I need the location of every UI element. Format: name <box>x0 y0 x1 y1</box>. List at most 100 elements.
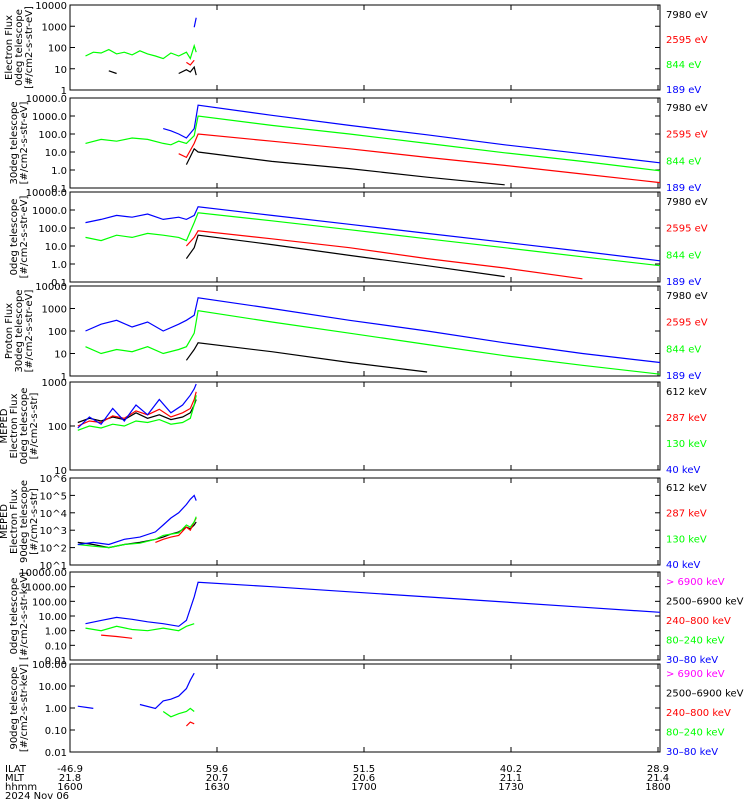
y-tick-label: 0.01 <box>45 656 67 667</box>
panel-7: 0.01 0.10 1.00 10.00 100.00 1000.00 10000.000d… <box>9 568 744 667</box>
series-line <box>178 133 661 184</box>
legend-label: 130 keV <box>666 534 707 545</box>
y-axis-label: [#/cm2-s-str] <box>29 392 40 459</box>
panel-4: 1 10 100 1000 10000 Proton Flux 30deg telescop… <box>4 282 708 383</box>
y-tick-label: 10 <box>54 350 67 361</box>
panel-6: 10^1 10^2 10^3 10^4 10^5 10^6 MEPED Electron Fl… <box>0 474 707 572</box>
x-tick-label: 1800 <box>645 782 670 793</box>
y-axis-label: Proton Flux <box>4 303 15 359</box>
series-line <box>85 43 197 61</box>
y-tick-label: 10^4 <box>40 509 67 520</box>
x-tick-label: 20.7 <box>206 773 228 784</box>
panel-3: 0.1 1.0 10.0 100.0 1000.0 10000.0 0deg telesco… <box>9 188 708 289</box>
y-axis-label: 30deg telescope <box>9 101 20 184</box>
y-tick-label: 1.00 <box>45 627 67 638</box>
legend-label: 2595 eV <box>666 35 708 46</box>
plot-frame <box>69 571 661 661</box>
legend-label: 612 keV <box>666 387 707 398</box>
legend-label: 30–80 keV <box>666 747 718 758</box>
y-tick-label: 100.0 <box>38 130 67 141</box>
y-tick-label: 0.10 <box>45 726 67 737</box>
y-tick-label: 100.0 <box>38 224 67 235</box>
legend-label: 612 keV <box>666 483 707 494</box>
series-line <box>85 115 661 172</box>
plot-frame <box>69 477 661 566</box>
x-axis-row-label: MLT <box>5 773 25 784</box>
x-tick-label: 40.2 <box>500 764 522 775</box>
y-tick-label: 10 <box>54 65 67 76</box>
legend-label: 7980 eV <box>666 10 708 21</box>
x-tick-label: 1730 <box>498 782 523 793</box>
y-tick-label: 10000 <box>35 1 67 12</box>
legend-label: 30–80 keV <box>666 655 718 666</box>
x-tick-label: 1700 <box>351 782 376 793</box>
legend-label: > 6900 keV <box>666 577 725 588</box>
y-tick-label: 0.01 <box>45 748 67 759</box>
series-line <box>162 707 195 718</box>
y-tick-label: 1000 <box>42 378 67 389</box>
legend-label: 844 eV <box>666 60 701 71</box>
legend-label: 7980 eV <box>666 291 708 302</box>
legend-label: 844 eV <box>666 344 701 355</box>
series-line <box>185 147 505 186</box>
plot-frame <box>69 97 661 189</box>
panel-2: 0.1 1.0 10.0 100.0 1000.0 10000.0 30deg telesc… <box>9 94 708 195</box>
plot-frame <box>69 381 661 471</box>
x-tick-label: 1600 <box>57 782 82 793</box>
legend-label: 240–800 keV <box>666 616 731 627</box>
y-axis-label: 30deg telescope <box>14 289 25 372</box>
y-tick-label: 10000.0 <box>26 94 67 105</box>
y-tick-label: 100 <box>48 327 67 338</box>
series-line <box>85 297 661 364</box>
y-tick-label: 10.0 <box>45 242 67 253</box>
y-tick-label: 10^3 <box>40 526 67 537</box>
y-axis-label: 0deg telescope <box>19 388 30 465</box>
y-axis-label: Electron Flux <box>4 15 15 80</box>
y-tick-label: 1 <box>61 86 67 97</box>
y-axis-label: 0deg telescope <box>9 578 20 655</box>
series-line <box>77 494 197 546</box>
y-tick-label: 1.0 <box>51 260 67 271</box>
legend-label: 189 eV <box>666 277 701 288</box>
x-axis-row-label: hhmm <box>5 782 37 793</box>
y-axis-label: [#/cm2-s-str-eV] <box>19 196 30 279</box>
y-tick-label: 1.00 <box>45 704 67 715</box>
series-line <box>77 672 195 710</box>
legend-label: 2500–6900 keV <box>666 689 744 700</box>
y-tick-label: 0.10 <box>45 641 67 652</box>
legend-label: 40 keV <box>666 560 700 571</box>
y-tick-label: 10^1 <box>40 561 67 572</box>
y-axis-label: [#/cm2-s-str] <box>29 488 40 555</box>
y-axis-label: MEPED <box>0 504 10 539</box>
series-line <box>108 65 197 76</box>
series-line <box>163 104 661 164</box>
y-tick-label: 0.1 <box>51 184 67 195</box>
x-tick-label: 51.5 <box>353 764 375 775</box>
x-tick-label: 1630 <box>204 782 229 793</box>
x-tick-label: 21.8 <box>59 773 81 784</box>
y-tick-label: 10.00 <box>38 682 67 693</box>
y-tick-label: 10.00 <box>38 612 67 623</box>
panel-5: 10 100 1000 MEPED Electron Flux 0deg telescop… <box>0 378 707 477</box>
legend-label: 40 keV <box>666 465 700 476</box>
legend-label: 287 keV <box>666 413 707 424</box>
y-tick-label: 1000.0 <box>32 112 67 123</box>
series-line <box>101 634 133 639</box>
series-line <box>77 383 197 429</box>
legend-label: 2595 eV <box>666 318 708 329</box>
y-tick-label: 1000 <box>42 22 67 33</box>
series-line <box>185 230 583 280</box>
x-tick-label: 21.4 <box>647 773 669 784</box>
legend-label: 287 keV <box>666 509 707 520</box>
series-line <box>185 721 195 727</box>
plot-frame <box>69 285 661 377</box>
y-tick-label: 1000 <box>42 305 67 316</box>
panel-8: 0.01 0.10 1.00 10.00 100.00 90deg telescope [#… <box>9 660 744 759</box>
series-line <box>85 212 661 267</box>
y-tick-label: 1000.0 <box>32 206 67 217</box>
series-line <box>85 623 195 632</box>
series-line <box>77 516 197 549</box>
legend-label: 189 eV <box>666 183 701 194</box>
y-axis-label: [#/cm2-s-str-eV] <box>24 290 35 373</box>
